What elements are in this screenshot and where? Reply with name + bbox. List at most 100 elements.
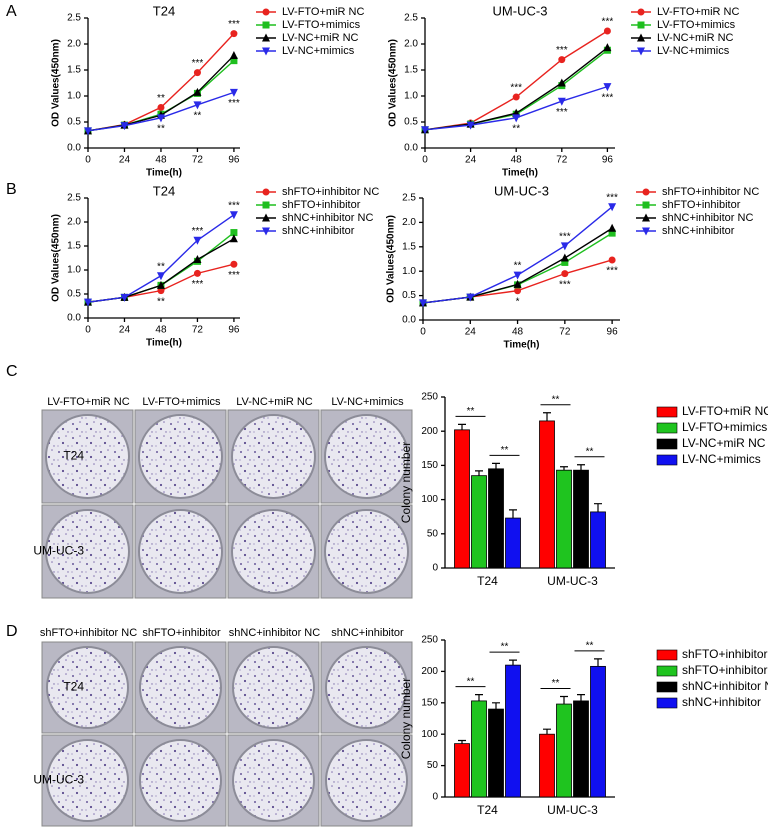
colony-dish: [232, 646, 315, 729]
x-tick-label: 0: [420, 327, 426, 338]
point: [419, 299, 427, 308]
y-tick-label: 2.0: [404, 39, 418, 50]
y-tick-label: 1.5: [67, 65, 81, 76]
point: [84, 298, 92, 307]
point: [603, 83, 612, 92]
significance-label: ***: [602, 92, 614, 103]
significance-label: ***: [228, 98, 240, 109]
colony-dish: [324, 414, 409, 499]
point: [230, 229, 238, 237]
significance-label: **: [514, 261, 522, 272]
significance-label: ***: [556, 107, 568, 118]
y-tick-label: 0.0: [67, 313, 81, 324]
point: [608, 203, 617, 212]
point: [193, 69, 201, 77]
point: [193, 269, 201, 277]
x-tick-label: UM-UC-3: [547, 574, 598, 588]
point: [193, 101, 202, 110]
point: [560, 253, 569, 262]
bar: [454, 743, 470, 798]
error-bar: [560, 466, 568, 471]
y-tick-label: 150: [421, 697, 438, 708]
legend-label: shNC+inhibitor: [682, 695, 761, 709]
point: [466, 121, 475, 130]
x-tick-label: 96: [228, 325, 240, 336]
legend-label: shFTO+inhibitor: [682, 663, 767, 677]
point: [262, 213, 270, 222]
point: [193, 236, 202, 245]
y-axis-label: Colony number: [399, 442, 413, 523]
y-tick-label: 150: [421, 460, 438, 471]
significance-label: *: [516, 296, 520, 307]
legend-swatch: [656, 649, 678, 661]
point: [642, 227, 650, 236]
point: [262, 188, 270, 196]
legend-label: shNC+inhibitor NC: [282, 212, 373, 224]
legend-swatch: [656, 438, 678, 450]
y-tick-label: 200: [421, 426, 438, 437]
point: [229, 88, 238, 97]
colony-dish: [138, 509, 223, 594]
row-label: T24: [63, 449, 84, 463]
point: [262, 21, 270, 29]
panel-label: B: [6, 181, 17, 198]
significance-label: ***: [192, 58, 204, 69]
significance-label: ***: [559, 279, 571, 290]
y-axis-label: OD Values(450nm): [51, 214, 62, 302]
y-tick-label: 0.0: [404, 143, 418, 154]
legend-label: shNC+inhibitor NC: [662, 212, 753, 224]
point: [558, 56, 566, 64]
y-tick-label: 2.5: [402, 193, 416, 204]
point: [557, 97, 566, 106]
legend-label: shNC+inhibitor: [662, 225, 735, 237]
x-tick-label: 96: [607, 327, 619, 338]
legend-label: shFTO+inhibitor NC: [282, 186, 379, 198]
row-label: UM-UC-3: [33, 773, 84, 787]
column-label: LV-FTO+miR NC: [47, 396, 129, 408]
point: [513, 279, 522, 288]
point: [608, 223, 617, 232]
legend-swatch: [656, 422, 678, 434]
point: [603, 27, 611, 35]
y-tick-label: 0.5: [67, 289, 81, 300]
bar: [556, 469, 572, 569]
chart-title: T24: [153, 183, 175, 198]
point: [157, 103, 165, 111]
legend-label: LV-FTO+miR NC: [657, 6, 739, 18]
error-bar: [492, 702, 500, 710]
error-bar: [492, 462, 500, 469]
point: [637, 47, 645, 56]
bar: [488, 708, 504, 798]
legend-label: LV-NC+miR NC: [657, 32, 734, 44]
error-bar: [560, 695, 568, 705]
point: [642, 201, 650, 209]
point: [156, 272, 165, 281]
point: [230, 57, 238, 65]
legend-swatch: [656, 681, 678, 693]
y-tick-label: 1.0: [402, 266, 416, 277]
error-bar: [577, 694, 585, 701]
y-tick-label: 2.0: [402, 217, 416, 228]
x-tick-label: 0: [422, 155, 428, 166]
x-axis-label: Time(h): [146, 338, 182, 349]
chart-title: UM-UC-3: [493, 3, 548, 18]
error-bar: [509, 659, 517, 666]
significance-label: ***: [602, 17, 614, 28]
point: [608, 229, 616, 237]
legend-label: LV-NC+miR NC: [682, 436, 766, 450]
y-tick-label: 1.5: [402, 241, 416, 252]
point: [229, 234, 238, 243]
bar: [590, 511, 606, 569]
y-tick-label: 50: [427, 760, 439, 771]
x-tick-label: 24: [119, 155, 131, 166]
legend-label: shNC+inhibitor NC: [682, 679, 768, 693]
point: [466, 293, 475, 302]
colony-dish: [45, 509, 130, 594]
point: [513, 271, 522, 280]
legend-label: LV-FTO+miR NC: [682, 404, 768, 418]
y-tick-label: 1.5: [67, 241, 81, 252]
y-tick-label: 0.5: [402, 290, 416, 301]
point: [120, 122, 129, 131]
comparison-label: **: [552, 678, 560, 689]
colony-dish: [325, 739, 408, 822]
